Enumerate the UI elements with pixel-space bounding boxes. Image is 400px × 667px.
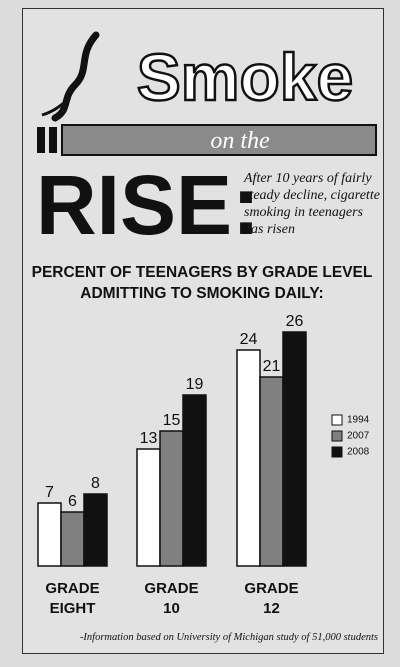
bar bbox=[83, 493, 108, 567]
smoke-tail bbox=[41, 96, 71, 117]
smoke-swirl bbox=[51, 31, 100, 122]
cigarette-bar bbox=[61, 124, 377, 156]
value-label: 13 bbox=[140, 430, 158, 447]
category-label: GRADE EIGHT bbox=[45, 580, 100, 617]
bar bbox=[182, 394, 207, 567]
category-label: GRADE 12 bbox=[244, 580, 299, 617]
bar bbox=[136, 448, 161, 567]
subtitle: After 10 years of fairly steady decline,… bbox=[244, 171, 380, 237]
value-label: 21 bbox=[263, 358, 281, 375]
value-label: 6 bbox=[68, 493, 77, 510]
legend-swatch bbox=[331, 430, 343, 442]
value-label: 19 bbox=[186, 376, 204, 393]
legend-label: 2007 bbox=[347, 431, 370, 442]
value-label: 26 bbox=[286, 313, 304, 330]
chart-title: PERCENT OF TEENAGERS BY GRADE LEVEL ADMI… bbox=[31, 264, 373, 302]
value-label: 24 bbox=[240, 331, 258, 348]
title-on-the: on the bbox=[210, 128, 270, 154]
bar bbox=[282, 331, 307, 567]
bar bbox=[37, 502, 62, 567]
category-label: GRADE 10 bbox=[144, 580, 199, 617]
value-label: 7 bbox=[45, 484, 54, 501]
bar bbox=[60, 511, 85, 567]
value-label: 15 bbox=[163, 412, 181, 429]
legend-swatch bbox=[331, 414, 343, 426]
cigarette-band bbox=[49, 127, 57, 153]
legend-label: 1994 bbox=[347, 415, 370, 426]
bar bbox=[236, 349, 261, 567]
footnote: -Information based on University of Mich… bbox=[79, 632, 378, 643]
bar bbox=[159, 430, 184, 567]
title-rise: RISE: bbox=[36, 158, 260, 252]
value-label: 8 bbox=[91, 475, 100, 492]
cigarette-band bbox=[37, 127, 45, 153]
title-smoke: Smoke bbox=[137, 40, 353, 114]
bar bbox=[259, 376, 284, 567]
legend-swatch bbox=[331, 446, 343, 458]
legend-label: 2008 bbox=[347, 447, 370, 458]
